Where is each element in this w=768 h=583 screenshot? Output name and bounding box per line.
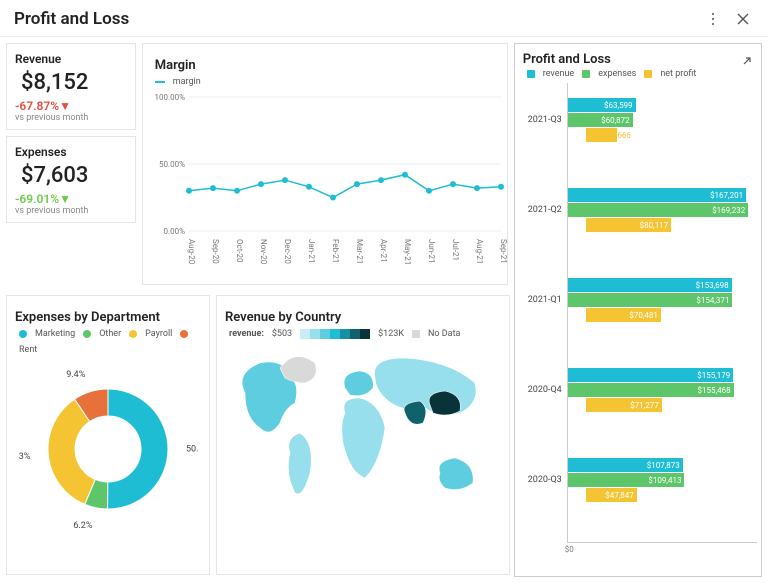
axis-label: $0 [565, 545, 574, 554]
svg-text:34.3%: 34.3% [18, 452, 31, 462]
legend-label: margin [173, 77, 201, 87]
svg-text:Aug-21: Aug-21 [475, 239, 484, 264]
donut-chart: 9.4% 34.3% 6.2% 50.1% [18, 359, 198, 539]
chart-title: Revenue by Country [225, 310, 501, 325]
nodata-label: No Data [428, 329, 460, 339]
bottom-row: Expenses by Department MarketingOtherPay… [0, 289, 516, 581]
chart-title: Expenses by Department [15, 310, 201, 325]
svg-text:Sep-20: Sep-20 [211, 239, 220, 264]
margin-line-chart: 0.00% 50.00% 100.00% Aug-20 Sep-20 Oct-20 Nov-… [151, 91, 507, 287]
svg-text:Aug-20: Aug-20 [187, 239, 196, 265]
metric-label: revenue: [229, 329, 264, 339]
svg-text:May-21: May-21 [403, 239, 412, 265]
legend-swatch [155, 81, 165, 83]
svg-text:Mar-21: Mar-21 [355, 239, 364, 264]
country-legend: revenue: $503 $123K No Data [229, 329, 501, 339]
pnl-legend: revenueexpensesnet profit [527, 69, 757, 79]
page-title: Profit and Loss [14, 9, 702, 29]
svg-text:0.00%: 0.00% [163, 227, 185, 236]
svg-text:6.2%: 6.2% [73, 521, 92, 531]
kpi-title: Expenses [15, 145, 127, 159]
dept-chart-panel: Expenses by Department MarketingOtherPay… [6, 295, 210, 575]
kpi-revenue: Revenue $8,152 -67.87%▼ vs previous mont… [6, 43, 136, 130]
kpi-sub: vs previous month [15, 206, 127, 216]
svg-text:50.00%: 50.00% [159, 160, 185, 169]
kpi-delta: -69.01%▼ [15, 192, 127, 206]
pnl-bars: $0 2021-Q3$63,599$60,872$29,6662021-Q2$1… [567, 83, 757, 543]
kpi-expenses: Expenses $7,603 -69.01%▼ vs previous mon… [6, 136, 136, 223]
more-icon[interactable] [702, 8, 724, 30]
scale-max: $123K [378, 329, 404, 339]
svg-text:Oct-20: Oct-20 [235, 239, 244, 263]
dept-legend: MarketingOtherPayrollRent [19, 329, 201, 355]
country-chart-panel: Revenue by Country revenue: $503 $123K N… [216, 295, 510, 575]
nodata-swatch [412, 330, 420, 338]
donut-wrap: 9.4% 34.3% 6.2% 50.1% [15, 359, 201, 539]
svg-text:Sep-21: Sep-21 [499, 239, 507, 264]
header: Profit and Loss [0, 0, 768, 37]
svg-text:Jan-21: Jan-21 [307, 239, 316, 263]
svg-text:100.00%: 100.00% [154, 93, 185, 102]
close-icon[interactable] [732, 8, 754, 30]
svg-text:Jun-21: Jun-21 [427, 239, 436, 263]
expand-icon[interactable] [741, 52, 753, 71]
pnl-panel: Profit and Loss revenueexpensesnet profi… [514, 43, 762, 577]
world-map [225, 343, 501, 553]
kpi-sub: vs previous month [15, 113, 127, 123]
svg-text:Feb-21: Feb-21 [331, 239, 340, 263]
chart-title: Margin [155, 58, 501, 73]
svg-text:9.4%: 9.4% [66, 370, 85, 380]
scale-min: $503 [272, 329, 292, 339]
kpi-value: $7,603 [21, 163, 127, 188]
margin-legend: margin [155, 77, 501, 87]
kpi-value: $8,152 [21, 70, 127, 95]
svg-text:50.1%: 50.1% [186, 445, 198, 455]
svg-text:Apr-21: Apr-21 [379, 239, 388, 263]
svg-text:Dec-20: Dec-20 [283, 239, 292, 264]
svg-text:Nov-20: Nov-20 [259, 239, 268, 265]
margin-chart: Margin margin 0.00% 50.00% 100.00% Aug-20 Se… [142, 43, 508, 285]
svg-text:Jul-21: Jul-21 [451, 239, 460, 261]
kpi-delta: -67.87%▼ [15, 99, 127, 113]
chart-title: Profit and Loss [523, 52, 757, 67]
kpi-title: Revenue [15, 52, 127, 66]
color-ramp [300, 329, 370, 339]
